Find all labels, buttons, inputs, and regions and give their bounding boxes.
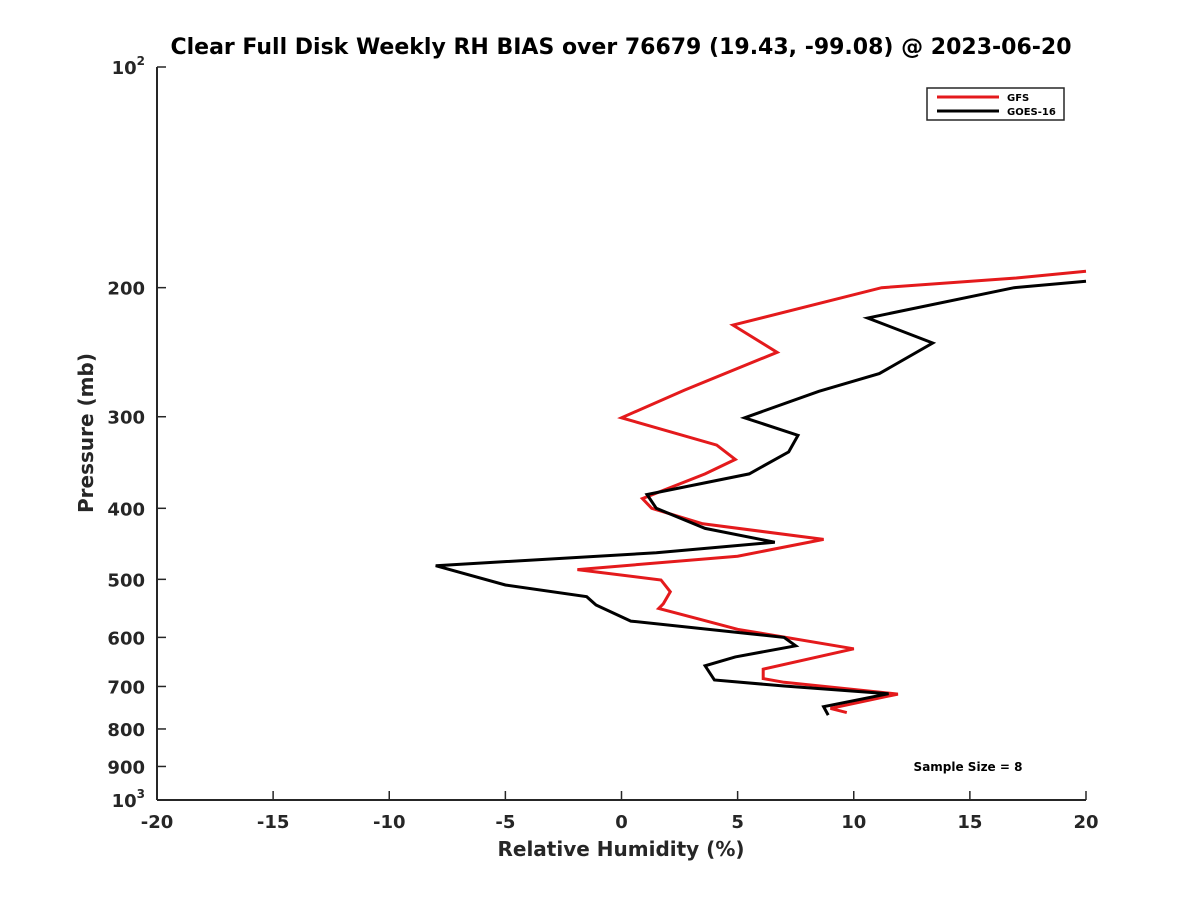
y-tick-label: 900: [107, 757, 145, 778]
series-goes-16: [435, 279, 1087, 716]
series-lines: [435, 269, 1087, 716]
x-axis-label: Relative Humidity (%): [497, 837, 744, 861]
y-tick-label: 700: [107, 677, 145, 698]
y-axis-label: Pressure (mb): [74, 353, 98, 513]
sample-size-annotation: Sample Size = 8: [914, 760, 1023, 774]
x-tick-label: -15: [257, 812, 290, 833]
x-tick-label: -5: [495, 812, 515, 833]
y-tick-exponent: 3: [137, 787, 145, 801]
x-tick-label: 0: [615, 812, 628, 833]
y-tick-label: 500: [107, 570, 145, 591]
y-tick-label: 200: [107, 279, 145, 300]
x-axis-ticks: -20 -15 -10 -5 0 5 10 15 20: [141, 791, 1099, 833]
x-tick-label: 15: [957, 812, 982, 833]
x-tick-label: 20: [1073, 812, 1098, 833]
legend-label: GOES-16: [1007, 107, 1056, 118]
y-tick-label: 600: [107, 628, 145, 649]
chart-title: Clear Full Disk Weekly RH BIAS over 7667…: [170, 35, 1071, 60]
x-tick-label: 5: [731, 812, 744, 833]
y-tick-label: 800: [107, 720, 145, 741]
x-tick-label: 10: [841, 812, 866, 833]
y-tick-base: 10: [112, 791, 137, 812]
legend-label: GFS: [1007, 93, 1029, 104]
legend-box: [926, 87, 1065, 121]
legend: GFS GOES-16: [926, 87, 1065, 121]
y-tick-label: 400: [107, 499, 145, 520]
series-line: [577, 269, 1087, 715]
y-tick-label: 103: [112, 787, 145, 812]
y-tick-exponent: 2: [137, 54, 145, 68]
x-tick-label: -20: [141, 812, 174, 833]
y-tick-label: 102: [112, 54, 145, 79]
y-tick-label: 300: [107, 408, 145, 429]
y-tick-base: 10: [112, 58, 137, 79]
series-line: [435, 279, 1087, 716]
series-gfs: [577, 269, 1087, 715]
x-tick-label: -10: [373, 812, 406, 833]
